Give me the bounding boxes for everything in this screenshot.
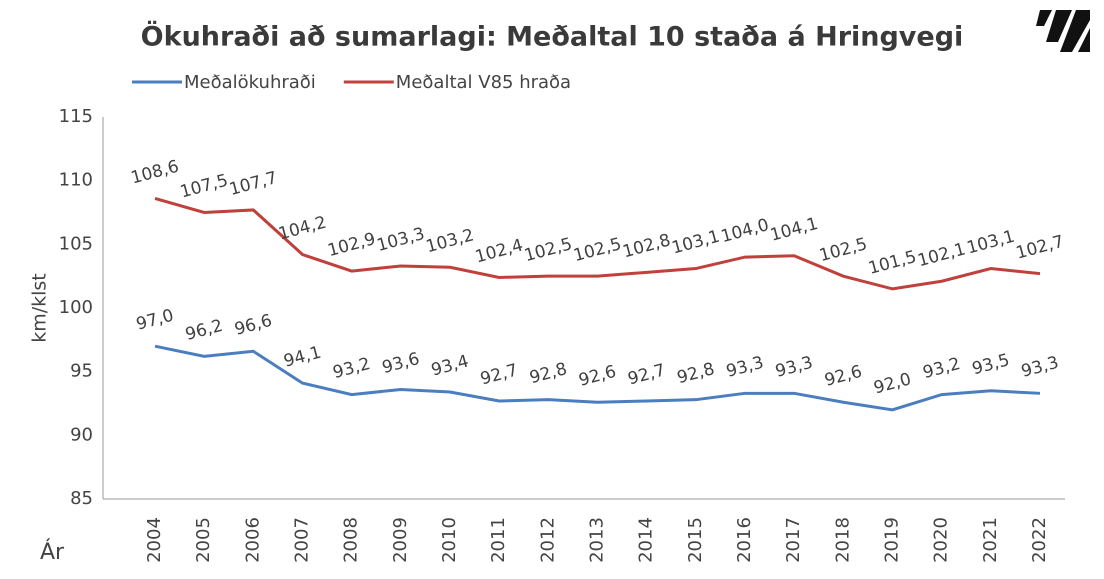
x-tick-label: 2014 bbox=[636, 517, 657, 563]
data-label: 101,5 bbox=[866, 247, 918, 279]
data-label: 103,1 bbox=[670, 227, 722, 259]
data-label: 96,2 bbox=[183, 316, 225, 345]
x-tick-label: 2019 bbox=[882, 517, 903, 563]
data-label: 103,2 bbox=[424, 225, 476, 257]
data-label: 92,8 bbox=[675, 359, 717, 388]
data-label: 107,7 bbox=[227, 168, 279, 200]
x-tick-label: 2015 bbox=[685, 517, 706, 563]
x-tick-label: 2013 bbox=[587, 517, 608, 563]
data-label: 107,5 bbox=[178, 171, 230, 203]
data-label: 93,2 bbox=[921, 354, 963, 383]
x-tick-label: 2007 bbox=[292, 517, 313, 563]
data-label: 97,0 bbox=[134, 306, 176, 335]
y-axis-label: km/klst bbox=[29, 273, 51, 343]
y-tick-label: 110 bbox=[59, 170, 93, 191]
data-label: 93,5 bbox=[970, 350, 1012, 379]
y-tick-label: 115 bbox=[59, 106, 93, 127]
x-tick-label: 2020 bbox=[931, 517, 952, 563]
data-label: 103,1 bbox=[965, 227, 1017, 259]
chart-title: Ökuhraði að sumarlagi: Meðaltal 10 staða… bbox=[141, 20, 964, 53]
logo bbox=[1036, 10, 1090, 52]
data-label: 93,4 bbox=[429, 351, 471, 380]
data-label: 93,6 bbox=[380, 349, 422, 378]
x-tick-label: 2004 bbox=[144, 517, 165, 563]
data-label: 93,3 bbox=[1019, 353, 1061, 382]
data-label: 92,6 bbox=[577, 362, 619, 391]
data-label: 93,3 bbox=[773, 353, 815, 382]
data-label: 92,6 bbox=[822, 362, 864, 391]
data-label: 96,6 bbox=[232, 311, 274, 340]
x-tick-label: 2022 bbox=[1029, 517, 1050, 563]
line-series bbox=[154, 344, 1041, 412]
x-tick-label: 2005 bbox=[193, 517, 214, 563]
x-tick-label: 2018 bbox=[832, 517, 853, 563]
y-tick-label: 105 bbox=[59, 233, 93, 254]
data-label: 108,6 bbox=[129, 157, 181, 189]
x-tick-label: 2008 bbox=[341, 517, 362, 563]
legend-label: Meðaltal V85 hraða bbox=[396, 72, 571, 93]
x-tick-label: 2017 bbox=[783, 517, 804, 563]
data-label: 93,2 bbox=[331, 354, 373, 383]
data-label: 104,0 bbox=[719, 215, 771, 247]
data-label: 92,7 bbox=[626, 360, 668, 389]
data-label: 93,3 bbox=[724, 353, 766, 382]
data-label: 102,8 bbox=[621, 230, 673, 262]
y-tick-label: 100 bbox=[59, 297, 93, 318]
y-tick-label: 90 bbox=[70, 424, 93, 445]
data-label: 94,1 bbox=[282, 343, 324, 372]
data-label: 102,5 bbox=[522, 234, 574, 266]
data-label: 102,9 bbox=[326, 229, 378, 261]
data-label: 102,5 bbox=[571, 234, 623, 266]
x-tick-label: 2009 bbox=[390, 517, 411, 563]
y-tick-label: 85 bbox=[70, 488, 93, 509]
data-label: 104,1 bbox=[768, 214, 820, 246]
x-tick-label: 2006 bbox=[242, 517, 263, 563]
data-label: 103,3 bbox=[375, 224, 427, 256]
data-label: 102,5 bbox=[817, 234, 869, 266]
y-tick-label: 95 bbox=[70, 361, 93, 382]
x-tick-label: 2011 bbox=[488, 517, 509, 563]
x-tick-label: 2012 bbox=[537, 517, 558, 563]
x-axis-label: Ár bbox=[40, 539, 65, 565]
data-label: 102,1 bbox=[916, 239, 968, 271]
x-tick-label: 2016 bbox=[734, 517, 755, 563]
data-label: 102,4 bbox=[473, 235, 525, 267]
line-series bbox=[154, 197, 1041, 291]
x-tick-label: 2010 bbox=[439, 517, 460, 563]
data-label: 92,8 bbox=[527, 359, 569, 388]
data-label: 92,0 bbox=[872, 369, 914, 398]
data-label: 102,7 bbox=[1014, 232, 1066, 264]
data-label: 92,7 bbox=[478, 360, 520, 389]
x-tick-label: 2021 bbox=[980, 517, 1001, 563]
legend-label: Meðalökuhraði bbox=[184, 72, 316, 93]
data-label: 104,2 bbox=[276, 213, 328, 245]
